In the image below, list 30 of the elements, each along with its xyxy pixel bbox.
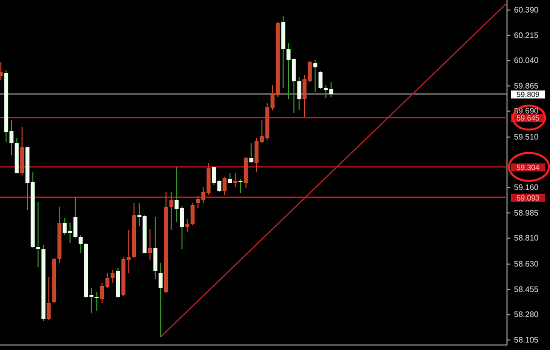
candlestick	[238, 178, 243, 194]
candlestick	[46, 276, 51, 321]
candlestick	[249, 142, 254, 164]
candlestick	[153, 216, 158, 280]
y-tick-label: 58.985	[514, 208, 540, 218]
candlestick	[94, 292, 99, 312]
candlestick	[318, 70, 323, 90]
y-tick-label: 58.105	[514, 336, 540, 345]
y-tick-label: 59.160	[514, 183, 540, 192]
y-tick-label: 60.215	[514, 30, 540, 40]
candlestick	[36, 202, 40, 268]
candlestick	[185, 218, 190, 232]
candlestick	[233, 172, 238, 188]
candlestick	[78, 234, 83, 254]
candlestick	[169, 191, 174, 230]
candlestick	[158, 262, 163, 338]
y-tick-label: 58.455	[514, 284, 540, 294]
candlestick	[222, 176, 227, 196]
y-tick-label: 58.630	[514, 260, 540, 269]
y-tick-label: 59.865	[514, 81, 540, 90]
y-tick-label: 60.390	[514, 6, 540, 15]
candlestick	[148, 228, 152, 260]
candlestick	[110, 269, 115, 284]
candlestick	[313, 60, 318, 93]
candlestick	[297, 76, 302, 111]
candlestick	[190, 202, 195, 226]
y-tick-label: 58.810	[514, 234, 540, 243]
y-tick-label: 59.510	[514, 132, 540, 142]
y-tick-label: 58.280	[514, 310, 540, 320]
y-tick-label: 60.040	[514, 56, 540, 66]
